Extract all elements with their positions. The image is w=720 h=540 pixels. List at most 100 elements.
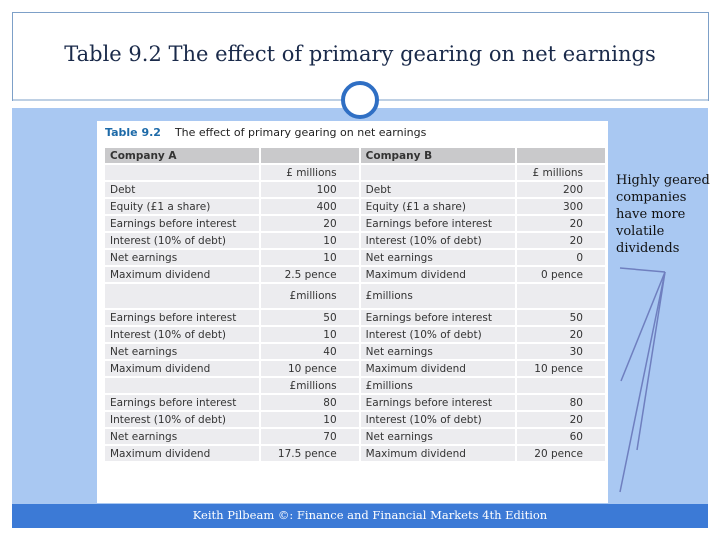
side-note: Highly geared companies have more volati…: [616, 173, 710, 256]
footer-bar: [12, 504, 708, 528]
cell: 70: [259, 427, 361, 446]
row: £ millions £ millions: [102, 163, 607, 182]
cell: [102, 163, 262, 182]
cell: Maximum dividend: [102, 444, 262, 463]
row: Net earnings 70 Net earnings 60: [102, 427, 607, 446]
cell: £millions: [358, 376, 518, 395]
cell: 100: [259, 180, 361, 199]
table-image: Table 9.2 The effect of primary gearing o…: [97, 121, 608, 503]
cell: Net earnings: [102, 342, 262, 361]
header-cell: Company B: [358, 146, 518, 165]
cell: [102, 282, 262, 310]
cell: 40: [259, 342, 361, 361]
cell: Net earnings: [358, 342, 518, 361]
cell: 10 pence: [515, 359, 607, 378]
cell: 30: [515, 342, 607, 361]
row: Maximum dividend 2.5 pence Maximum dividen…: [102, 265, 607, 284]
cell: £millions: [358, 282, 518, 310]
cell: Net earnings: [102, 248, 262, 267]
row: Equity (£1 a share) 400 Equity (£1 a share…: [102, 197, 607, 216]
cell: 80: [515, 393, 607, 412]
cell: Interest (10% of debt): [358, 231, 518, 250]
cell: £millions: [259, 282, 361, 310]
cell: Interest (10% of debt): [102, 325, 262, 344]
cell: [102, 376, 262, 395]
cell: 50: [515, 308, 607, 327]
cell: Maximum dividend: [102, 359, 262, 378]
cell: 0 pence: [515, 265, 607, 284]
cell: 50: [259, 308, 361, 327]
cell: 20: [515, 325, 607, 344]
cell: 400: [259, 197, 361, 216]
cell: Earnings before interest: [102, 308, 262, 327]
cell: 60: [515, 427, 607, 446]
row: Interest (10% of debt) 10 Interest (10% of…: [102, 410, 607, 429]
row: Debt 100 Debt 200: [102, 180, 607, 199]
cell: £ millions: [259, 163, 361, 182]
cell: Earnings before interest: [358, 393, 518, 412]
cell: Equity (£1 a share): [102, 197, 262, 216]
cell: 20 pence: [515, 444, 607, 463]
cell: Net earnings: [102, 427, 262, 446]
caption: Table 9.2 The effect of primary gearing o…: [105, 126, 426, 139]
frame: [12, 12, 709, 101]
cell: Maximum dividend: [102, 265, 262, 284]
cell: [358, 163, 518, 182]
table-number: Table 9.2: [105, 126, 161, 139]
cell: [515, 282, 607, 310]
cell: Interest (10% of debt): [102, 231, 262, 250]
row: Interest (10% of debt) 10 Interest (10% of…: [102, 325, 607, 344]
row: Earnings before interest 80 Earnings befor…: [102, 393, 607, 412]
cell: Interest (10% of debt): [358, 325, 518, 344]
cell: 300: [515, 197, 607, 216]
row: Maximum dividend 10 pence Maximum dividend…: [102, 359, 607, 378]
cell: 10: [259, 231, 361, 250]
row: Maximum dividend 17.5 pence Maximum divide…: [102, 444, 607, 463]
cell: 20: [515, 214, 607, 233]
cell: 20: [259, 214, 361, 233]
cell: 20: [515, 231, 607, 250]
cell: Net earnings: [358, 427, 518, 446]
cell: 10: [259, 325, 361, 344]
cell: Earnings before interest: [102, 393, 262, 412]
cell: Debt: [102, 180, 262, 199]
slide-title: Table 9.2 The effect of primary gearing …: [64, 42, 656, 66]
cell: 200: [515, 180, 607, 199]
cell: Earnings before interest: [358, 308, 518, 327]
cell: £millions: [259, 376, 361, 395]
row: Interest (10% of debt) 10 Interest (10% of…: [102, 231, 607, 250]
row: Earnings before interest 50 Earnings befor…: [102, 308, 607, 327]
cell: 17.5 pence: [259, 444, 361, 463]
cell: Debt: [358, 180, 518, 199]
footer: Keith Pilbeam ©: Finance and Financial M…: [192, 508, 548, 522]
cell: Maximum dividend: [358, 359, 518, 378]
cell: 20: [515, 410, 607, 429]
cell: 10: [259, 410, 361, 429]
cell: 80: [259, 393, 361, 412]
cell: Net earnings: [358, 248, 518, 267]
table-caption: The effect of primary gearing on net ear…: [174, 126, 427, 139]
cell: Earnings before interest: [358, 214, 518, 233]
row: Net earnings 10 Net earnings 0: [102, 248, 607, 267]
header-cell: Company A: [102, 146, 262, 165]
cell: 10 pence: [259, 359, 361, 378]
cell: Earnings before interest: [102, 214, 262, 233]
cell: Maximum dividend: [358, 265, 518, 284]
cell: [515, 376, 607, 395]
header-cell: [515, 146, 607, 165]
cell: 10: [259, 248, 361, 267]
row: £millions £millions: [102, 376, 607, 395]
row: Net earnings 40 Net earnings 30: [102, 342, 607, 361]
header-row: Company A Company B: [102, 146, 607, 165]
cell: Interest (10% of debt): [358, 410, 518, 429]
cell: 2.5 pence: [259, 265, 361, 284]
cell: £ millions: [515, 163, 607, 182]
cell: Equity (£1 a share): [358, 197, 518, 216]
cell: 0: [515, 248, 607, 267]
table: Company A Company B £ millions £ millions De…: [102, 146, 607, 463]
header-cell: [259, 146, 361, 165]
cell: Maximum dividend: [358, 444, 518, 463]
row: Earnings before interest 20 Earnings befor…: [102, 214, 607, 233]
